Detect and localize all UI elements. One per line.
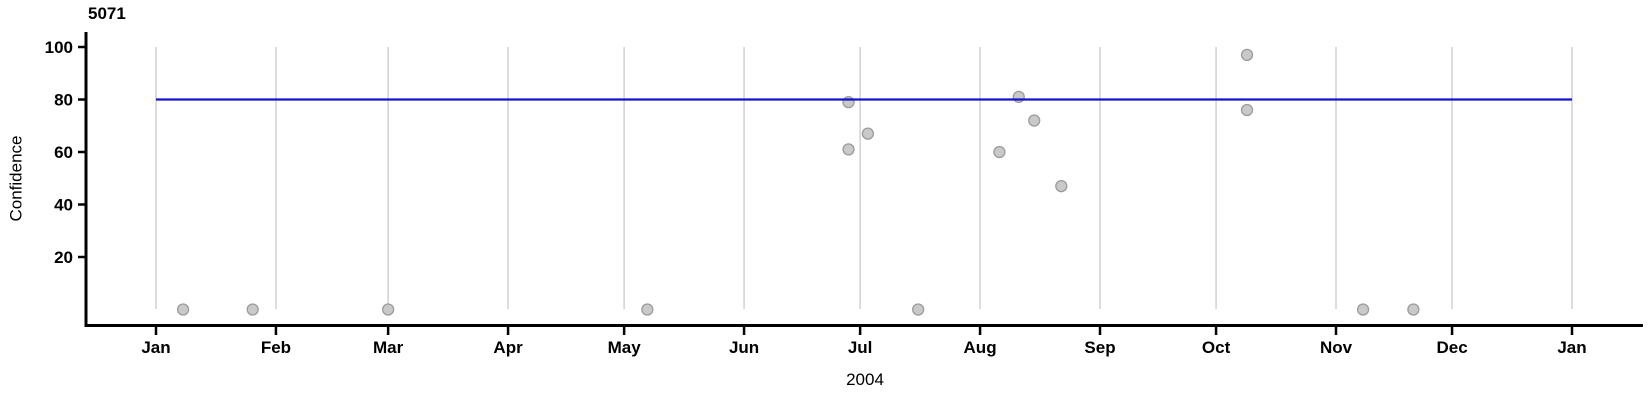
x-tick-label: Jun [729, 338, 759, 357]
y-tick-label: 20 [54, 248, 73, 267]
x-tick-label: Oct [1202, 338, 1231, 357]
data-point [842, 95, 855, 109]
data-point [1407, 303, 1420, 316]
y-tick-label: 40 [54, 196, 73, 215]
y-tick-label: 100 [45, 38, 73, 57]
data-point [1240, 103, 1254, 117]
x-tick-label: May [608, 338, 642, 357]
x-axis-title: 2004 [846, 370, 884, 389]
x-tick-label: Feb [261, 338, 291, 357]
y-tick-label: 80 [54, 91, 73, 110]
data-point [1055, 179, 1068, 193]
x-tick-label: Mar [373, 338, 404, 357]
data-point [842, 143, 855, 156]
y-axis-title: Confidence [6, 135, 26, 222]
x-tick-label: Aug [964, 338, 997, 357]
data-point [1240, 48, 1254, 62]
x-tick-label: Sep [1084, 338, 1115, 357]
data-point [1356, 303, 1370, 316]
data-point [381, 303, 395, 316]
y-tick-label: 60 [54, 143, 73, 162]
x-tick-label: Dec [1436, 338, 1467, 357]
x-tick-label: Nov [1320, 338, 1353, 357]
data-point [861, 127, 875, 140]
data-point [1028, 114, 1041, 127]
data-point [246, 303, 259, 316]
x-tick-label: Jan [1557, 338, 1586, 357]
data-point [641, 303, 654, 316]
chart-title: 5071 [88, 4, 126, 23]
x-tick-label: Jul [848, 338, 873, 357]
x-tick-label: Apr [493, 338, 523, 357]
data-point [176, 303, 190, 316]
data-point [912, 303, 925, 316]
data-point [993, 145, 1006, 159]
x-tick-label: Jan [141, 338, 170, 357]
data-point [1012, 90, 1025, 104]
